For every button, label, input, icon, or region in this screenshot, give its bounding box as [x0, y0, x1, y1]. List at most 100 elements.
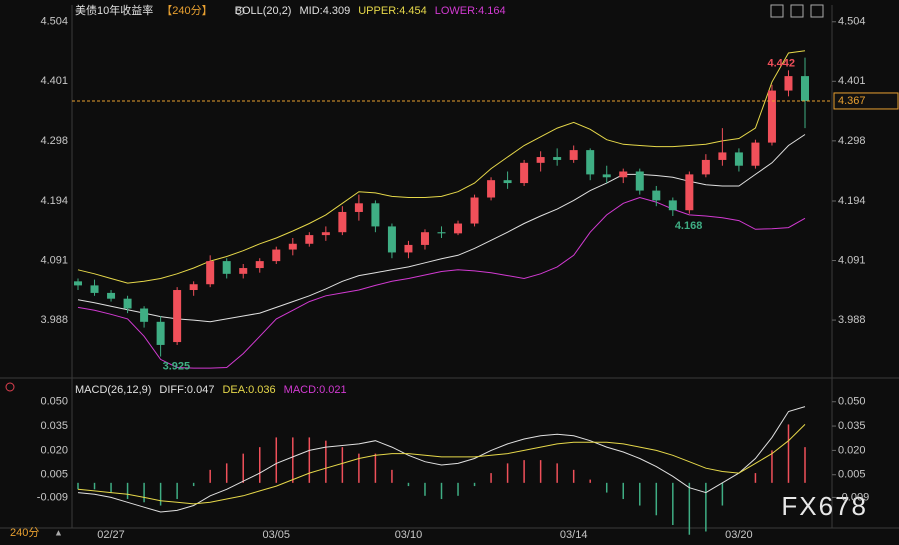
candle-body	[652, 190, 661, 201]
settings-icon[interactable]	[235, 6, 245, 16]
candle-body	[123, 298, 132, 309]
header-text: MACD(26,12,9)	[75, 384, 151, 396]
header-text: MACD:0.021	[284, 384, 347, 396]
y-tick-label-left: 4.091	[40, 254, 68, 266]
header-text: 美债10年收益率	[75, 3, 153, 17]
extreme-label: 4.442	[767, 58, 795, 70]
y-tick-label-left: 4.194	[40, 195, 68, 207]
candle-body	[189, 284, 198, 291]
last-price-label: 4.367	[838, 95, 866, 107]
y-tick-label-left: 4.298	[40, 135, 68, 147]
candle-body	[553, 157, 562, 160]
y-tick-label-right: 4.504	[838, 16, 866, 28]
window-icons	[770, 4, 824, 18]
y-tick-label-left: 0.035	[40, 420, 68, 432]
candle-body	[619, 171, 628, 178]
candle-body	[685, 174, 694, 211]
candle-body	[602, 174, 611, 178]
last-price-box	[833, 92, 899, 110]
zoom-button[interactable]	[790, 4, 804, 18]
boll-line	[77, 134, 806, 323]
candle-body	[74, 281, 82, 286]
candle-body	[420, 232, 429, 245]
candle-body	[321, 232, 330, 236]
header-text: LOWER:4.164	[435, 5, 506, 17]
candle-body	[255, 261, 264, 269]
candle-body	[222, 261, 231, 274]
candle-body	[734, 152, 743, 166]
candle-body	[751, 142, 760, 166]
x-tick-label: 03/05	[263, 529, 291, 541]
y-tick-label-right: 4.298	[838, 135, 866, 147]
header-text: UPPER:4.454	[358, 5, 426, 17]
crosshair-button[interactable]	[770, 4, 784, 18]
y-tick-label-left: 0.005	[40, 469, 68, 481]
macd-line	[77, 406, 806, 513]
candle-body	[701, 159, 710, 175]
y-tick-label-right: 0.050	[838, 396, 866, 408]
candle-body	[536, 157, 545, 163]
candle-body	[140, 308, 149, 322]
y-tick-label-right: 4.194	[838, 195, 866, 207]
x-tick-label: 03/10	[395, 529, 423, 541]
y-tick-label-right: 4.401	[838, 75, 866, 87]
x-tick-label: 02/27	[97, 529, 125, 541]
candle-body	[767, 90, 776, 143]
candle-body	[437, 232, 446, 234]
candle-body	[586, 150, 595, 175]
watermark: FX678	[781, 491, 868, 521]
candle-body	[569, 150, 578, 160]
candle-body	[305, 235, 314, 244]
y-tick-label-left: -0.009	[37, 491, 68, 503]
candle-body	[454, 223, 463, 234]
y-tick-label-right: 4.091	[838, 254, 866, 266]
candle-body	[784, 76, 793, 91]
candle-body	[470, 197, 479, 224]
candle-body	[272, 249, 281, 262]
y-tick-label-right: 3.988	[838, 314, 866, 326]
candle-body	[668, 200, 677, 211]
period-switch[interactable]: 240分	[10, 526, 39, 539]
expand-button[interactable]	[810, 4, 824, 18]
header-text: 【240分】	[161, 4, 212, 17]
panel-icon[interactable]	[5, 382, 15, 392]
header-text: MID:4.309	[299, 5, 350, 17]
header-text: DIFF:0.047	[159, 384, 214, 396]
y-tick-label-right: -0.009	[838, 491, 869, 503]
period-arrow[interactable]: ▲	[54, 527, 63, 537]
y-tick-label-left: 4.504	[40, 16, 68, 28]
candle-body	[288, 243, 297, 250]
y-tick-label-left: 0.050	[40, 396, 68, 408]
y-tick-label-right: 0.020	[838, 444, 866, 456]
candle-body	[371, 203, 380, 227]
candle-body	[487, 180, 496, 198]
candle-body	[206, 261, 215, 285]
x-tick-label: 03/14	[560, 529, 588, 541]
y-tick-label-right: 0.005	[838, 469, 866, 481]
y-tick-label-left: 0.020	[40, 444, 68, 456]
candle-body	[503, 180, 512, 184]
candle-body	[338, 211, 347, 233]
candle-body	[801, 76, 809, 101]
header-text: BOLL(20,2)	[235, 5, 292, 17]
candle-body	[107, 292, 116, 299]
y-tick-label-left: 3.988	[40, 314, 68, 326]
candle-body	[354, 203, 363, 212]
candle-body	[156, 321, 165, 345]
boll-line	[77, 196, 806, 369]
macd-line	[77, 424, 806, 505]
candle-body	[520, 162, 529, 184]
candle-body	[635, 171, 644, 191]
x-tick-label: 03/20	[725, 529, 753, 541]
candle-body	[239, 268, 248, 274]
candle-body	[173, 290, 182, 343]
candle-body	[90, 285, 99, 293]
y-tick-label-left: 4.401	[40, 75, 68, 87]
header-text: DEA:0.036	[222, 384, 275, 396]
extreme-label: 3.925	[163, 360, 191, 372]
boll-line	[77, 50, 806, 284]
y-tick-label-right: 0.035	[838, 420, 866, 432]
